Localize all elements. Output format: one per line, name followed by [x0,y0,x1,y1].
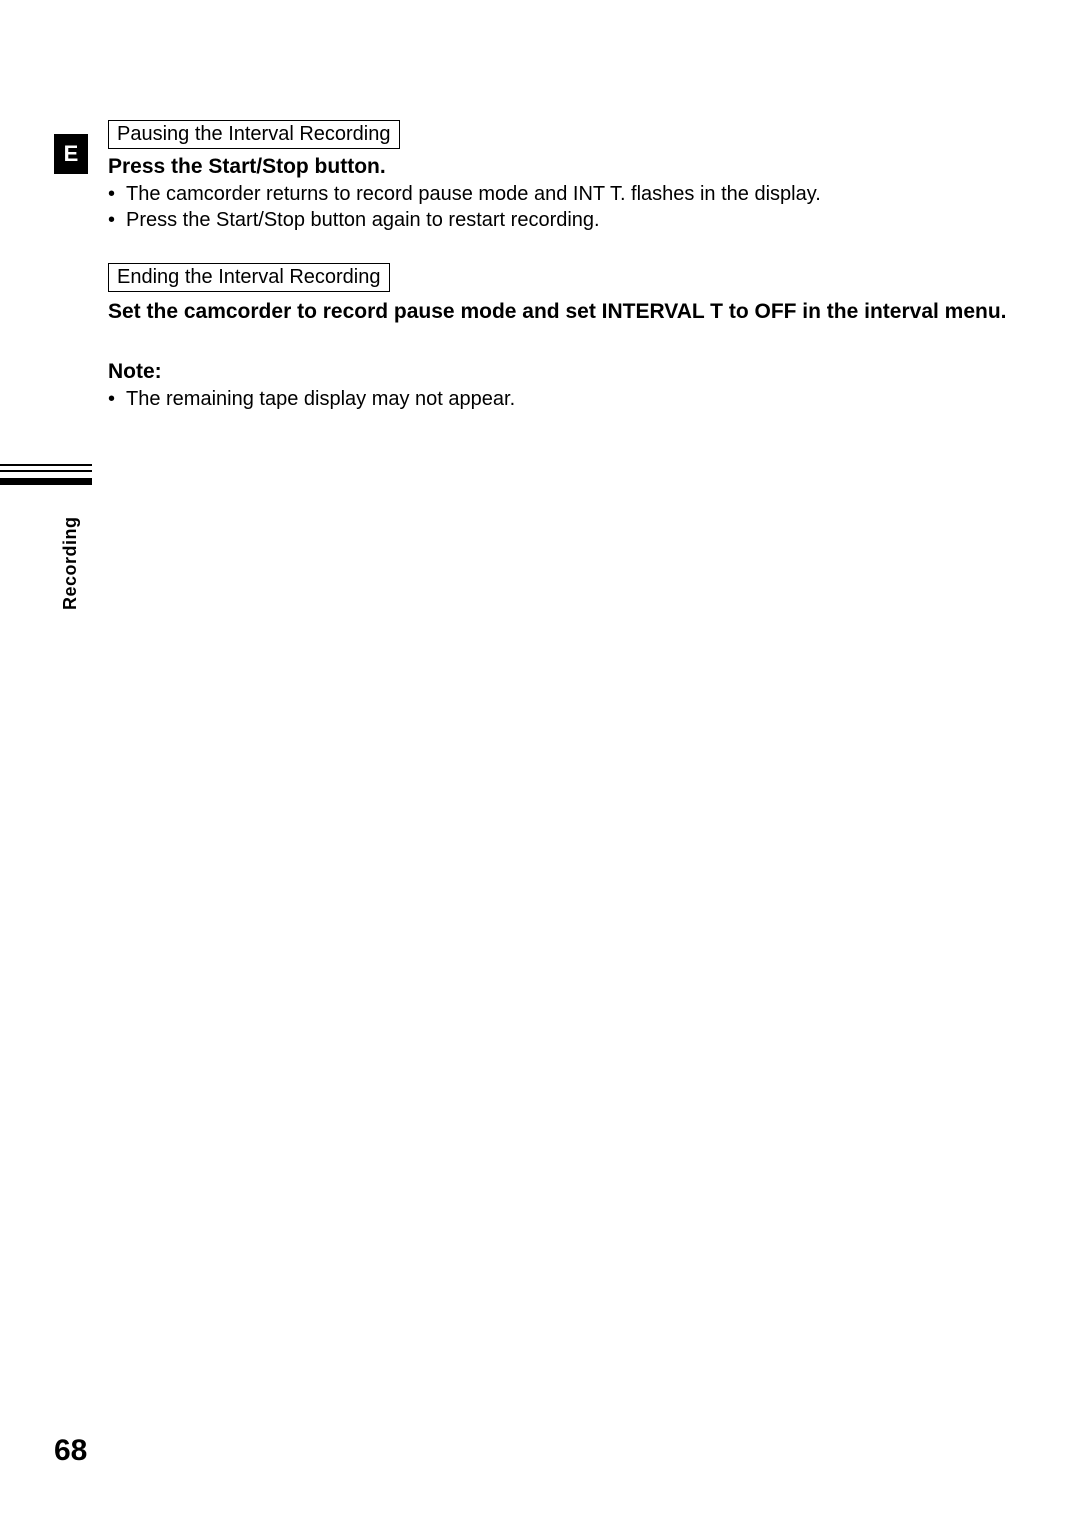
bullet-dot: • [108,386,126,412]
sidebar-rule-icon [0,464,92,492]
section2-heading: Set the camcorder to record pause mode a… [108,298,1008,326]
bullet-row: • Press the Start/Stop button again to r… [108,207,1008,233]
main-content: Pausing the Interval Recording Press the… [108,120,1008,412]
note-bullets: • The remaining tape display may not app… [108,386,1008,412]
language-badge-text: E [64,141,79,167]
language-badge: E [54,134,88,174]
bullet-dot: • [108,207,126,233]
section1-box-text: Pausing the Interval Recording [117,123,391,145]
section1-heading: Press the Start/Stop button. [108,155,1008,179]
bullet-text: Press the Start/Stop button again to res… [126,207,600,233]
bullet-dot: • [108,181,126,207]
page-number: 68 [54,1434,87,1468]
section2-box: Ending the Interval Recording [108,263,390,292]
section2-box-text: Ending the Interval Recording [117,266,381,288]
side-section-label: Recording [60,516,81,610]
section1-box: Pausing the Interval Recording [108,120,400,149]
section1-bullets: • The camcorder returns to record pause … [108,181,1008,233]
bullet-row: • The remaining tape display may not app… [108,386,1008,412]
page: E Pausing the Interval Recording Press t… [0,0,1080,1526]
bullet-text: The remaining tape display may not appea… [126,386,515,412]
bullet-text: The camcorder returns to record pause mo… [126,181,821,207]
bullet-row: • The camcorder returns to record pause … [108,181,1008,207]
note-title: Note: [108,360,1008,384]
